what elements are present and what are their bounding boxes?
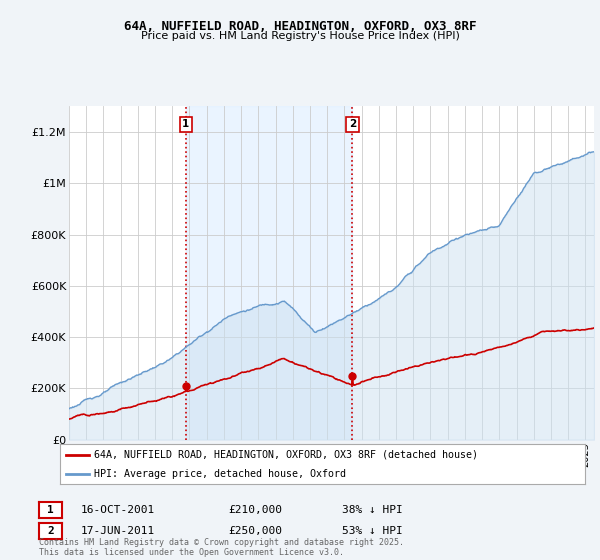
Text: 1: 1 (47, 505, 54, 515)
Text: HPI: Average price, detached house, Oxford: HPI: Average price, detached house, Oxfo… (94, 469, 346, 479)
Text: 2: 2 (349, 119, 356, 129)
Text: £210,000: £210,000 (228, 505, 282, 515)
Bar (186, 106, 352, 440)
Text: 64A, NUFFIELD ROAD, HEADINGTON, OXFORD, OX3 8RF: 64A, NUFFIELD ROAD, HEADINGTON, OXFORD, … (124, 20, 476, 32)
Text: 53% ↓ HPI: 53% ↓ HPI (342, 526, 403, 536)
Text: 64A, NUFFIELD ROAD, HEADINGTON, OXFORD, OX3 8RF (detached house): 64A, NUFFIELD ROAD, HEADINGTON, OXFORD, … (94, 450, 478, 460)
Text: 2: 2 (47, 526, 54, 536)
Text: 38% ↓ HPI: 38% ↓ HPI (342, 505, 403, 515)
Text: Price paid vs. HM Land Registry's House Price Index (HPI): Price paid vs. HM Land Registry's House … (140, 31, 460, 41)
Text: 17-JUN-2011: 17-JUN-2011 (81, 526, 155, 536)
Text: £250,000: £250,000 (228, 526, 282, 536)
Text: 16-OCT-2001: 16-OCT-2001 (81, 505, 155, 515)
Text: Contains HM Land Registry data © Crown copyright and database right 2025.
This d: Contains HM Land Registry data © Crown c… (39, 538, 404, 557)
Text: 1: 1 (182, 119, 190, 129)
